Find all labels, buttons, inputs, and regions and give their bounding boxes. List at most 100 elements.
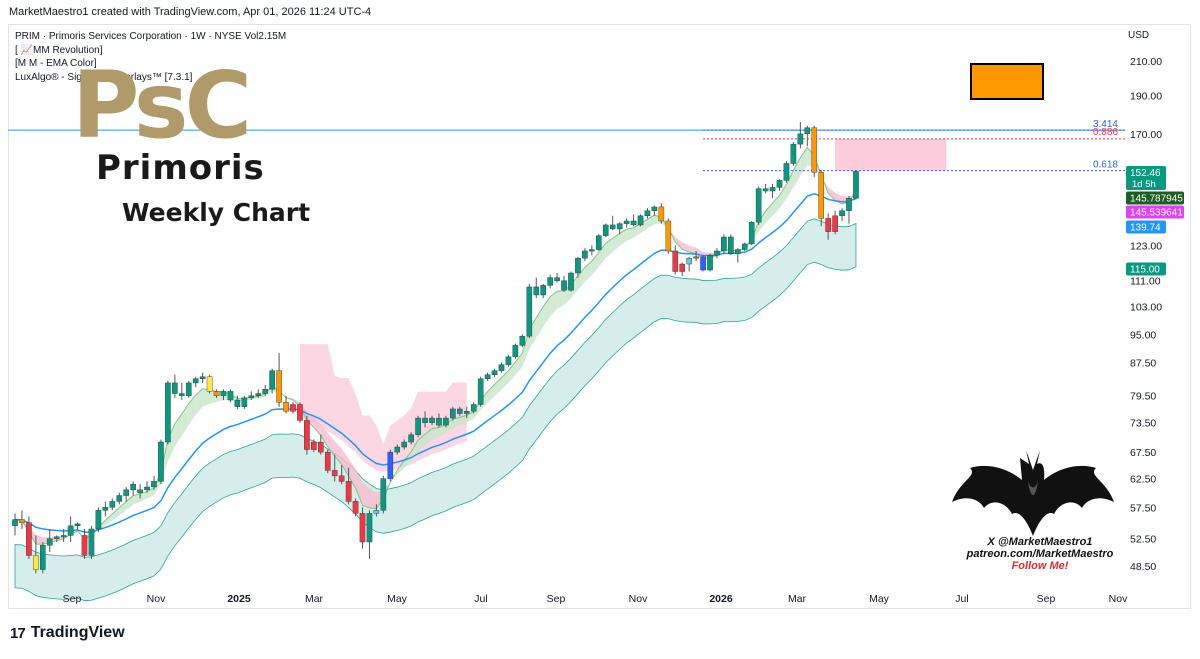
ema-cloud-segment [591,252,599,276]
ema-cloud-segment [571,275,578,299]
y-tick-label: 48.50 [1130,561,1156,573]
candle-up [846,198,852,211]
legend-indicator-revolution[interactable]: [ 📈MM Revolution] [15,44,103,56]
x-tick-label: Sep [1037,593,1056,605]
candle-up [491,370,498,375]
candle-up [463,411,470,414]
candle-up [178,393,185,396]
ema-cloud-segment [195,388,203,415]
ema-cloud-segment [348,458,356,489]
candle-up [40,545,46,570]
x-tick-label: Mar [788,593,807,605]
candle-up [498,364,505,371]
candle-orange [19,519,25,523]
currency-label[interactable]: USD [1128,30,1150,41]
candle-up [137,489,143,493]
candle-up [644,210,651,217]
candle-up [735,249,741,255]
candle-up [714,250,720,256]
candle-up [637,215,644,226]
candle-up [748,222,755,245]
candle-blue [700,256,706,271]
candle-up [95,510,102,530]
candle-down [318,441,324,453]
ema-cloud-segment [779,184,787,209]
x-handle[interactable]: X @MarketMaestro1 [987,536,1093,548]
ema-cloud-segment [258,393,266,399]
candle-up [853,171,859,199]
patreon-link[interactable]: patreon.com/MarketMaestro [966,548,1114,560]
y-tick-label: 87.50 [1130,358,1156,370]
x-tick-label: Jul [474,593,487,605]
candle-down [338,475,345,482]
candle-down [324,451,331,471]
price-label-box [1126,262,1166,276]
candle-up [533,286,540,296]
candle-up [144,486,150,491]
y-tick-label: 67.50 [1130,447,1156,459]
candle-down [290,404,296,412]
candle-up [366,513,373,543]
ema-cloud-segment [550,291,558,317]
price-label: 115.00 [1130,265,1160,276]
candle-up [526,286,533,337]
candle-up [262,389,269,394]
legend-indicator-luxalgo[interactable]: LuxAlgo® - Signals & Overlays™ [7.3.1] [15,71,193,83]
ema-cloud-segment [202,388,210,407]
legend-symbol-line[interactable]: PRIM · Primoris Services Corporation · 1… [15,31,287,42]
candle-up [429,417,435,423]
legend-indicator-ema-color[interactable]: [M M - EMA Color] [15,58,97,69]
ema-cloud-segment [341,448,349,477]
candle-up [220,391,227,396]
ema-cloud-segment [327,432,335,457]
ema-cloud-segment [529,317,537,350]
candle-up [227,391,234,401]
chart-legend: PRIM · Primoris Services Corporation · 1… [15,30,286,84]
price-label-box [1126,191,1184,205]
y-tick-label: 190.00 [1130,90,1162,102]
x-tick-label: Sep [63,593,82,605]
ema-cloud-segment [772,195,780,216]
candle-up [450,408,456,419]
chart-frame[interactable] [8,24,1191,609]
candle-up [484,374,491,379]
ema-cloud-segment [133,493,141,505]
price-label: 145.539641 [1130,208,1183,219]
tradingview-logo[interactable]: 17 TradingView [10,624,125,642]
tradingview-mark-icon: 17 [10,624,26,642]
fib-label: 3.414 [1093,119,1118,130]
candle-up [234,399,241,407]
ema-cloud-segment [320,424,328,447]
candle-down [825,218,831,232]
candle-up [839,210,845,217]
candle-up [547,277,553,286]
candle-up [436,417,442,426]
candle-up [408,434,414,443]
candle-up [53,536,60,539]
ema-cloud-segment [515,353,523,376]
candle-up [67,525,74,536]
candle-up [269,370,275,390]
ema-cloud-segment [438,424,446,438]
y-tick-label: 79.50 [1130,391,1156,403]
ema-cloud-segment [765,203,773,224]
candle-down [693,256,699,259]
candle-up [394,446,401,453]
ema-cloud-segment [369,488,377,509]
candle-up [477,378,484,405]
y-tick-label: 95.00 [1130,329,1156,341]
ema-cloud-segment [689,245,697,254]
ema-cloud-segment [112,507,120,521]
candle-down [832,215,838,232]
ema-cloud-segment [459,415,467,426]
x-tick-label: Sep [547,593,566,605]
candle-down [345,481,352,502]
candle-up [241,397,248,407]
candle-up [60,535,67,538]
y-tick-label: 123.00 [1130,240,1162,252]
candle-up [575,257,581,274]
candle-up [630,220,637,226]
ema-cloud-segment [508,361,516,383]
candle-up [158,441,164,482]
